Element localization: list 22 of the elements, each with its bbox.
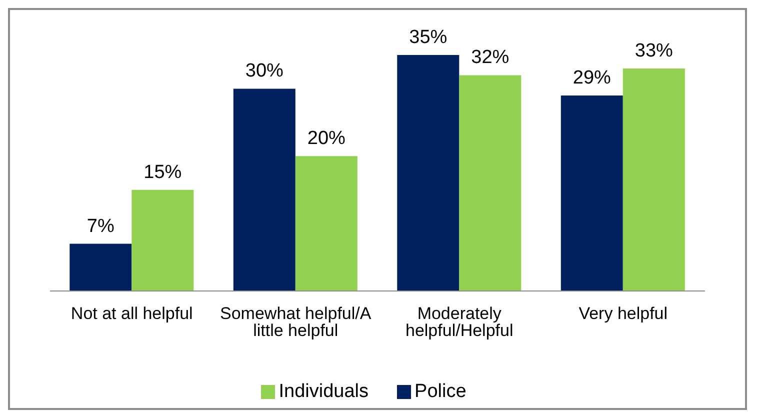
data-label: 32% xyxy=(471,47,510,68)
data-label: 29% xyxy=(572,67,612,88)
bar xyxy=(70,244,132,291)
bar xyxy=(397,55,460,291)
bar xyxy=(132,190,194,291)
legend-label: Individuals xyxy=(278,381,369,402)
data-label: 30% xyxy=(245,60,284,82)
bar xyxy=(622,68,685,291)
bar xyxy=(295,156,358,291)
legend-label: Police xyxy=(414,381,466,402)
bar xyxy=(459,75,522,291)
data-label: 33% xyxy=(634,40,674,62)
x-tick-label: Somewhat helpful/A little helpful xyxy=(220,304,372,340)
x-tick-label: Not at all helpful xyxy=(70,304,193,324)
bar xyxy=(233,88,296,291)
x-tick-label: Very helpful xyxy=(578,304,668,324)
data-label: 15% xyxy=(144,162,182,183)
x-tick-label: Moderately helpful/Helpful xyxy=(406,304,514,340)
data-label: 7% xyxy=(86,216,114,237)
data-label: 35% xyxy=(409,27,448,48)
bar xyxy=(560,95,623,291)
data-label: 20% xyxy=(307,128,346,150)
